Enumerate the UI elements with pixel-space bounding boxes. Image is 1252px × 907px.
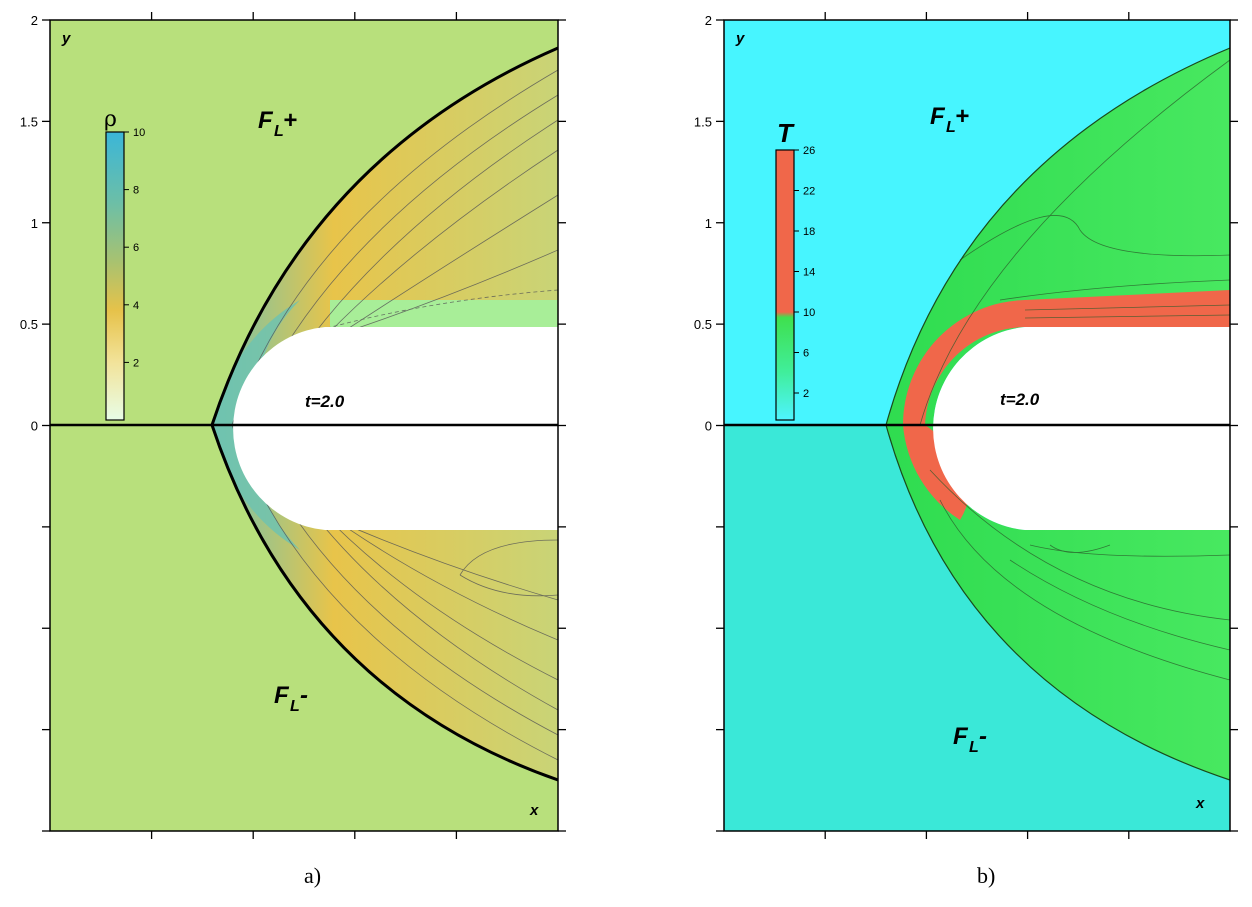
colorbar-temperature: T 26 22 18 14 10 6 2 xyxy=(775,118,815,421)
colorbar-tick-label: 14 xyxy=(803,267,815,279)
colorbar-bar xyxy=(775,149,795,421)
y-tick-label: 2 xyxy=(31,13,38,28)
colorbar-tick-label: 2 xyxy=(133,357,139,369)
svg-text:+: + xyxy=(283,107,297,134)
blunt-body xyxy=(233,327,558,530)
y-tick-label: 0.5 xyxy=(694,317,712,332)
shock-layer xyxy=(212,48,558,780)
svg-text:-: - xyxy=(300,682,308,709)
panel-b-ticks xyxy=(716,12,1238,839)
time-label: t=2.0 xyxy=(1000,390,1040,409)
y-tick-label: 0 xyxy=(31,419,38,434)
colorbar-tick-label: 22 xyxy=(803,186,815,198)
y-tick-label: 1.5 xyxy=(694,114,712,129)
colorbar-tick-label: 10 xyxy=(133,127,145,139)
y-tick-label: 0 xyxy=(705,419,712,434)
svg-text:L: L xyxy=(274,123,284,140)
colorbar-density: ρ 10 8 6 4 2 xyxy=(104,107,145,421)
svg-text:L: L xyxy=(969,739,979,756)
svg-text:L: L xyxy=(290,698,300,715)
colorbar-title: T xyxy=(777,118,795,148)
panel-caption: b) xyxy=(977,863,995,888)
y-axis-variable: y xyxy=(61,30,71,47)
x-axis-variable: x xyxy=(529,802,539,819)
svg-text:+: + xyxy=(955,103,969,130)
colorbar-bar xyxy=(105,131,125,421)
region-upper-label: F L + xyxy=(930,103,969,136)
y-tick-label: 1 xyxy=(705,216,712,231)
svg-text:F: F xyxy=(274,682,290,709)
hot-layer xyxy=(903,290,1230,520)
panel-caption: a) xyxy=(304,863,321,888)
svg-text:F: F xyxy=(258,107,274,134)
wake-region xyxy=(330,300,558,327)
time-label: t=2.0 xyxy=(305,392,345,411)
region-lower-label: F L - xyxy=(953,723,987,756)
svg-text:F: F xyxy=(930,103,946,130)
panel-a-y-tick-labels: 2 1.5 1 0.5 0 xyxy=(20,13,38,434)
colorbar-tick-label: 2 xyxy=(803,388,809,400)
y-tick-label: 1 xyxy=(31,216,38,231)
svg-text:-: - xyxy=(979,723,987,750)
panel-a-density: 2 1.5 1 0.5 0 y x F L + F L - t=2.0 ρ 10 8 6 4 2… xyxy=(20,12,566,888)
temperature-contours xyxy=(919,59,1230,681)
shock-layer xyxy=(886,48,1230,780)
svg-text:F: F xyxy=(953,723,969,750)
colorbar-tick-label: 6 xyxy=(133,242,139,254)
panel-b-temperature: 21.510.50 y x F L + F L - t=2.0 T 262218… xyxy=(694,12,1238,888)
blunt-body xyxy=(933,327,1230,530)
region-upper-label: F L + xyxy=(258,107,297,140)
colorbar-tick-label: 8 xyxy=(133,185,139,197)
y-axis-variable: y xyxy=(735,30,745,47)
colorbar-tick-label: 10 xyxy=(803,307,815,319)
panel-a-ticks xyxy=(42,12,566,839)
region-lower-label: F L - xyxy=(274,682,308,715)
y-tick-label: 0.5 xyxy=(20,317,38,332)
colorbar-tick-label: 26 xyxy=(803,145,815,157)
y-tick-label: 2 xyxy=(705,13,712,28)
colorbar-title: ρ xyxy=(104,107,117,132)
y-tick-label: 1.5 xyxy=(20,114,38,129)
colorbar-tick-label: 18 xyxy=(803,226,815,238)
svg-text:L: L xyxy=(946,119,956,136)
panel-b-y-tick-labels: 2 1.5 1 0.5 0 xyxy=(694,13,712,434)
colorbar-tick-label: 6 xyxy=(803,348,809,360)
x-axis-variable: x xyxy=(1195,795,1205,812)
colorbar-tick-label: 4 xyxy=(133,300,139,312)
